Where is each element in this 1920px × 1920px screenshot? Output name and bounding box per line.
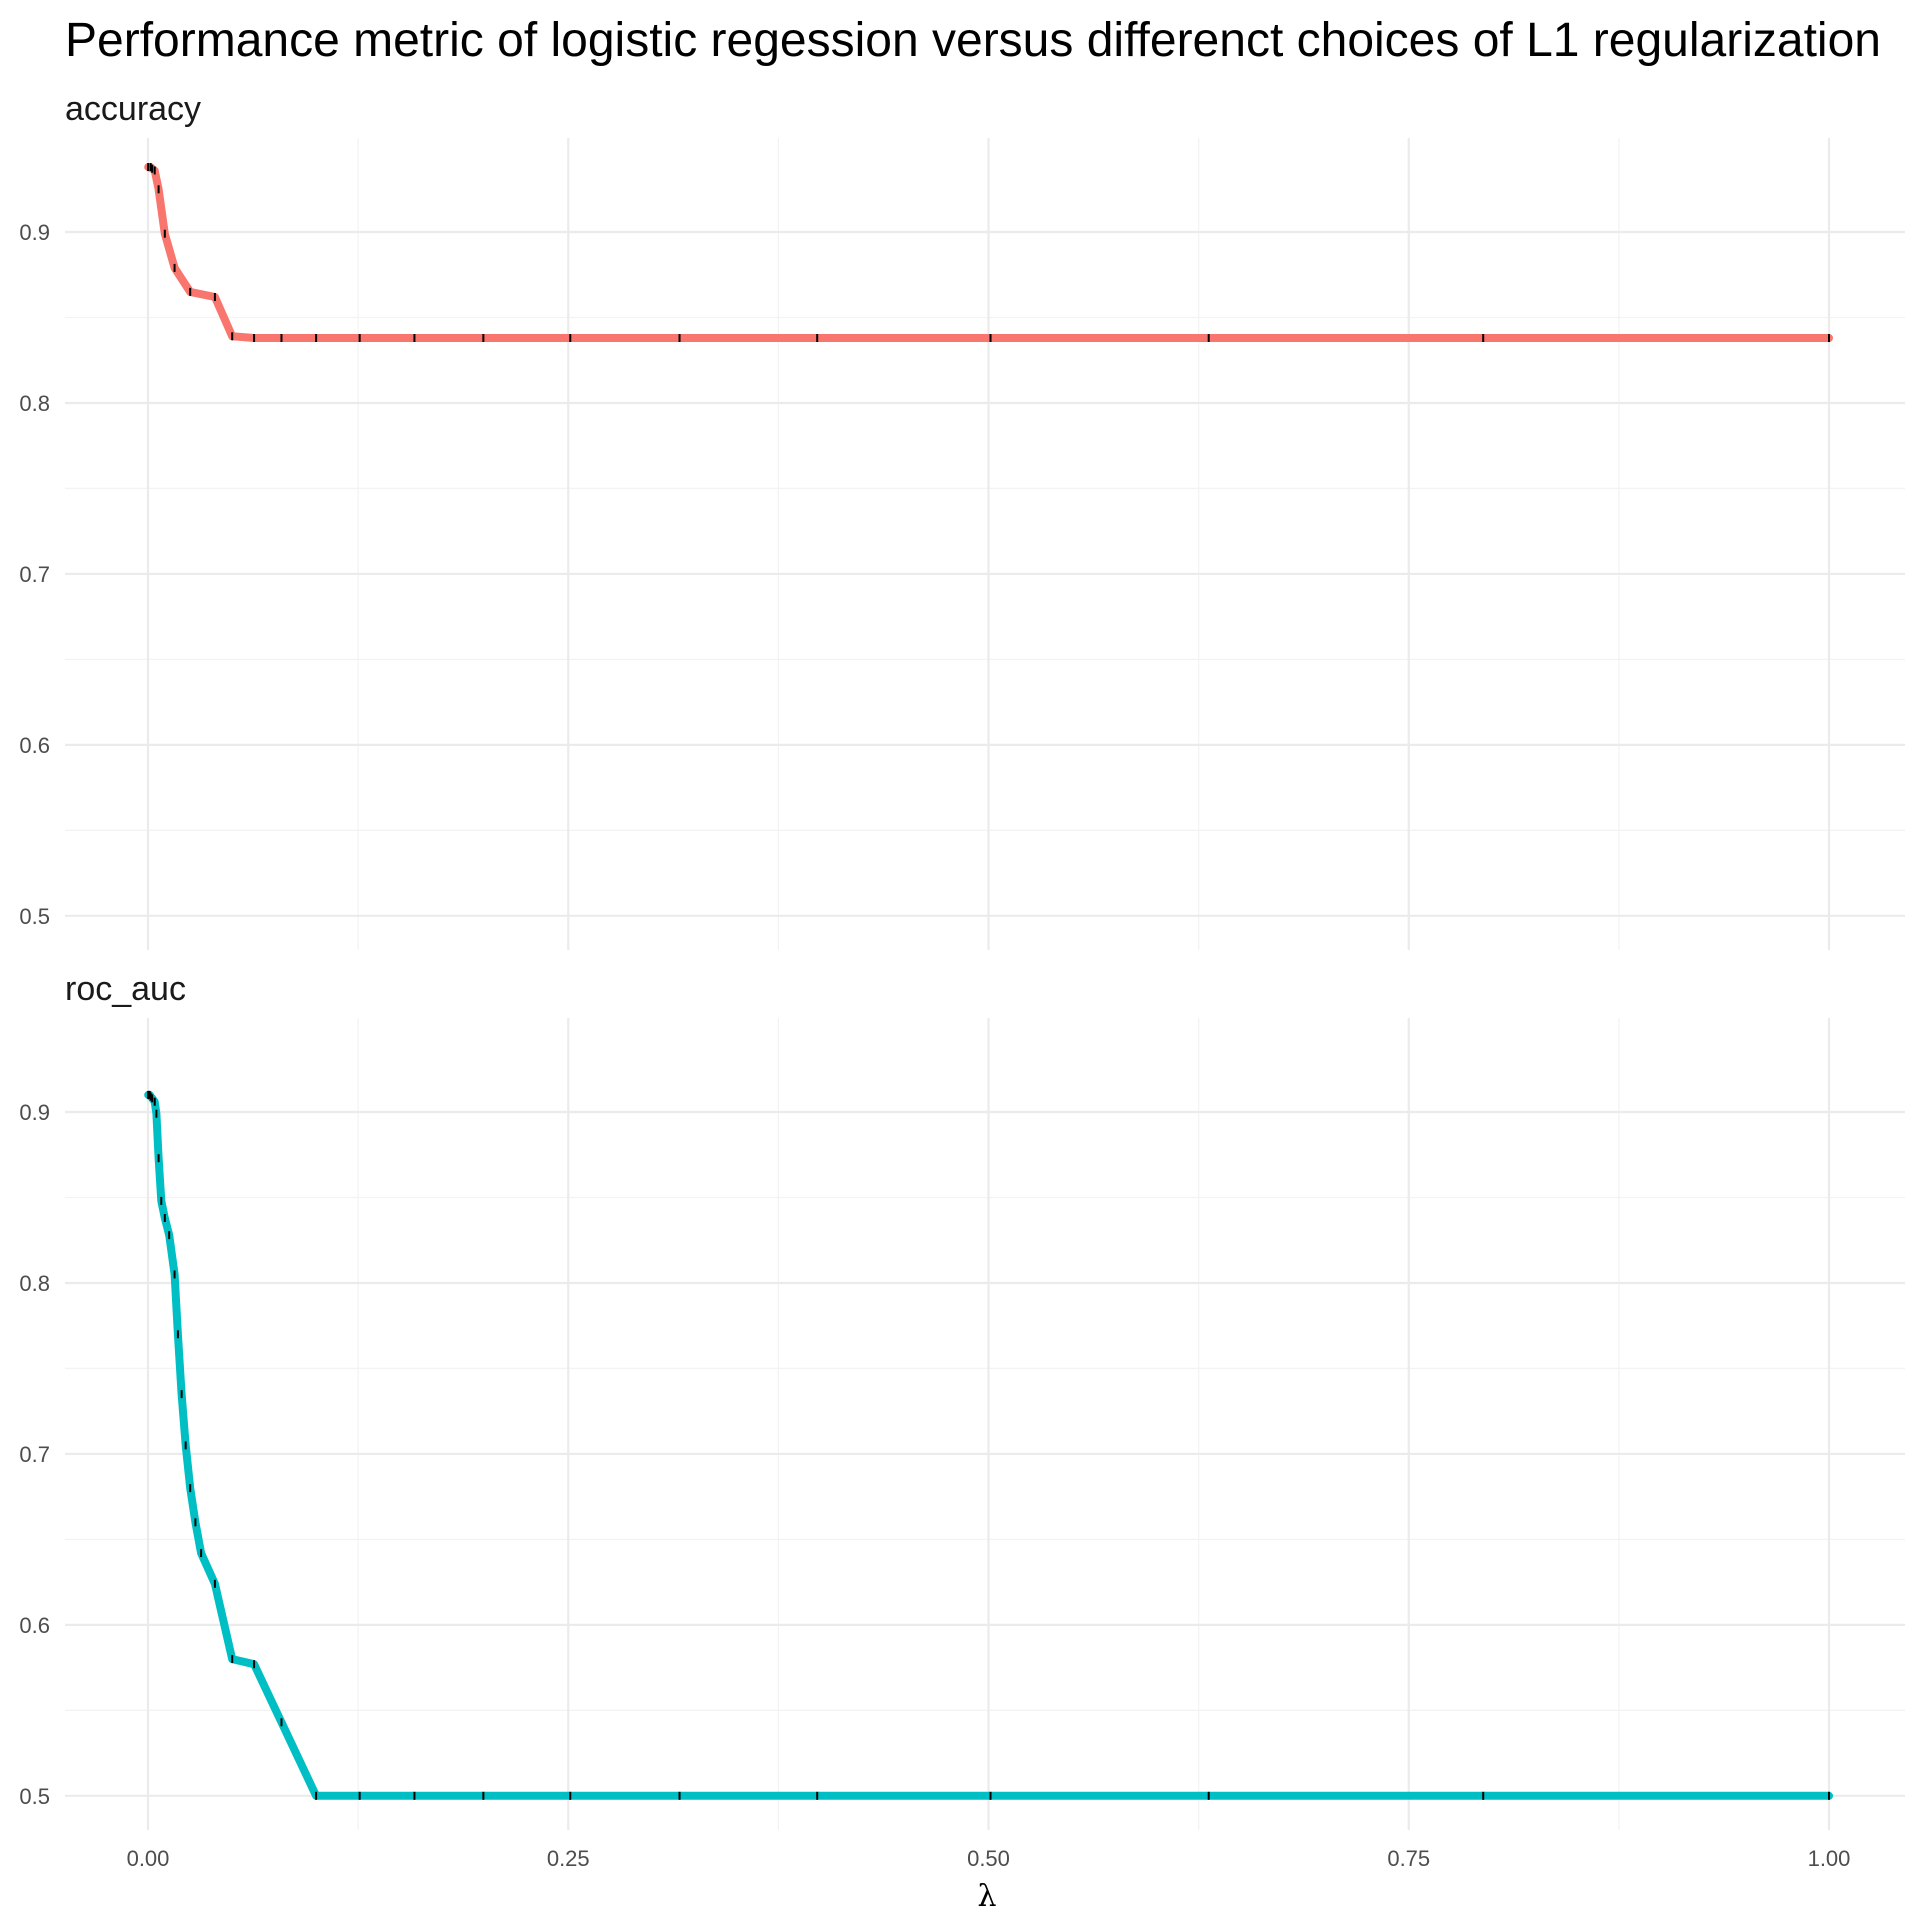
chart-title: Performance metric of logistic regession…	[65, 14, 1881, 67]
panel-strip-label: roc_auc	[65, 970, 186, 1008]
x-axis-title: λ	[977, 1879, 996, 1914]
grid	[65, 1018, 1905, 1830]
x-tick-label: 0.25	[547, 1846, 590, 1871]
y-tick-labels: 0.5 0.6 0.7 0.8 0.9	[19, 1100, 50, 1809]
x-tick-label: 0.75	[1387, 1846, 1430, 1871]
grid	[65, 138, 1905, 950]
y-tick-label: 0.5	[19, 904, 50, 929]
x-tick-labels: 0.00 0.25 0.50 0.75 1.00	[127, 1846, 1851, 1871]
y-tick-label: 0.8	[19, 1271, 50, 1296]
y-tick-label: 0.6	[19, 733, 50, 758]
y-tick-label: 0.7	[19, 1442, 50, 1467]
panel-roc-auc: roc_auc 0.5 0.6 0.7 0.8 0.9	[19, 970, 1905, 1830]
series-roc-auc	[144, 1090, 1833, 1800]
x-tick-label: 0.50	[967, 1846, 1010, 1871]
panel-accuracy: accuracy 0.5 0.6 0.7 0.8 0.9	[19, 90, 1905, 950]
y-tick-label: 0.5	[19, 1784, 50, 1809]
y-tick-label: 0.7	[19, 562, 50, 587]
x-tick-label: 1.00	[1808, 1846, 1851, 1871]
y-tick-label: 0.8	[19, 391, 50, 416]
x-tick-label: 0.00	[127, 1846, 170, 1871]
y-tick-label: 0.9	[19, 220, 50, 245]
y-tick-labels: 0.5 0.6 0.7 0.8 0.9	[19, 220, 50, 929]
y-tick-label: 0.6	[19, 1613, 50, 1638]
panel-strip-label: accuracy	[65, 90, 201, 128]
series-accuracy	[144, 163, 1833, 343]
y-tick-label: 0.9	[19, 1100, 50, 1125]
